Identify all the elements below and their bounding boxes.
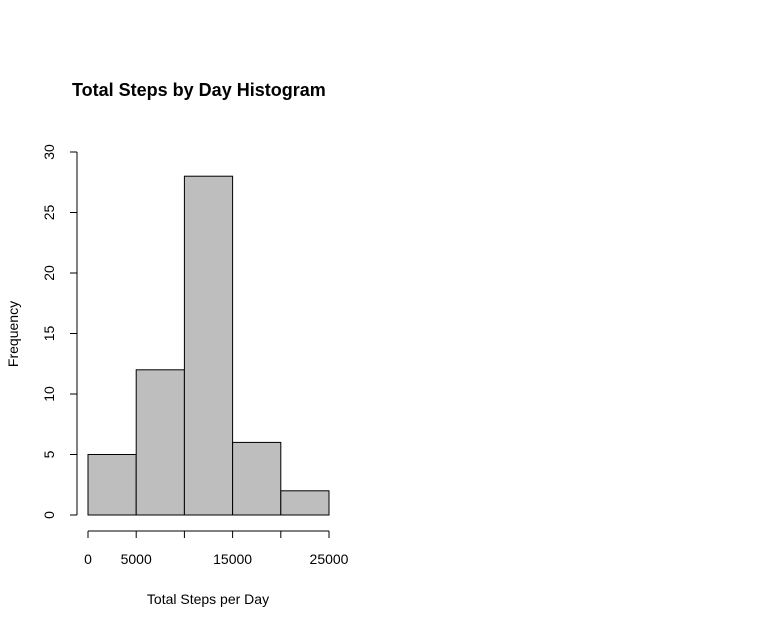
histogram-bar-2	[135, 369, 185, 516]
x-tick-label: 5000	[121, 551, 152, 567]
y-tick-label: 0	[41, 511, 57, 519]
x-axis: 0 5000 15000 25000	[84, 530, 349, 567]
y-tick-label: 20	[41, 265, 57, 281]
y-tick-label: 5	[41, 450, 57, 458]
y-tick-label: 30	[41, 144, 57, 160]
x-tick-label: 15000	[213, 551, 252, 567]
y-tick-label: 10	[41, 386, 57, 402]
x-tick-label: 25000	[310, 551, 349, 567]
y-axis-label: Frequency	[5, 301, 21, 367]
x-axis-label: Total Steps per Day	[147, 591, 269, 607]
x-tick-label: 0	[84, 551, 92, 567]
y-tick-label: 15	[41, 326, 57, 342]
histogram-bar-5	[280, 490, 330, 516]
histogram-bar-1	[87, 454, 137, 516]
histogram-bar-3	[183, 175, 234, 516]
y-tick-label: 25	[41, 205, 57, 221]
chart-title: Total Steps by Day Histogram	[72, 80, 326, 100]
histogram-bar-4	[232, 441, 282, 516]
bars-group	[87, 175, 330, 516]
y-axis: 0 5 10 15 20 25 30	[41, 144, 78, 519]
